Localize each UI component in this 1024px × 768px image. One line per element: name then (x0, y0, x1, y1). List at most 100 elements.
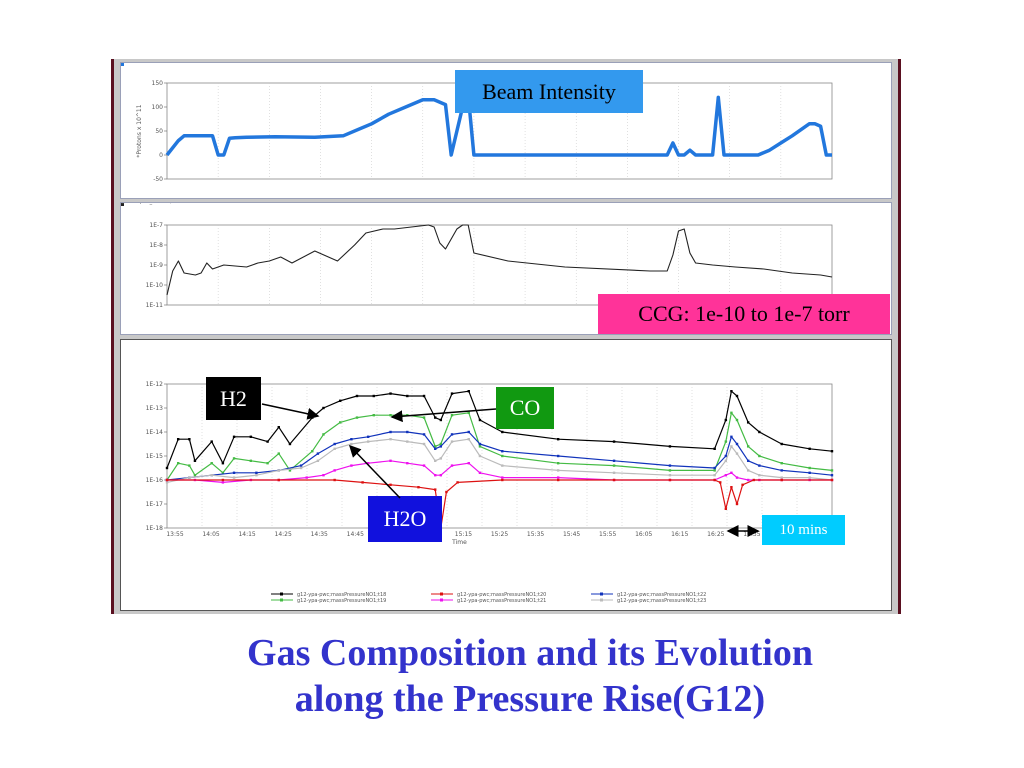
legend-marker (600, 592, 603, 596)
data-point (406, 430, 409, 434)
y-tick-label: 100 (152, 104, 164, 111)
data-point (434, 474, 437, 477)
legend-marker (280, 592, 283, 596)
data-point (355, 394, 359, 398)
data-point (221, 478, 225, 482)
data-point (724, 418, 728, 422)
data-point (735, 442, 739, 446)
data-point (713, 447, 716, 450)
data-point (724, 474, 728, 477)
data-point (713, 469, 716, 472)
data-point (808, 447, 811, 450)
data-point (746, 445, 750, 448)
data-point (249, 435, 253, 438)
x-tick-label: 15:15 (455, 531, 472, 538)
data-point (668, 474, 672, 477)
data-point (266, 462, 269, 465)
data-point (255, 474, 258, 477)
data-point (735, 452, 739, 455)
data-point (780, 469, 783, 472)
data-point (467, 438, 470, 441)
y-tick-label: 150 (152, 80, 164, 87)
y-axis-label: *Protons x 10^11 (136, 104, 143, 157)
data-point (277, 426, 280, 429)
data-point (372, 414, 375, 417)
data-point (612, 464, 616, 467)
data-point (724, 440, 728, 443)
data-point (758, 474, 761, 477)
data-point (746, 459, 750, 462)
data-point (232, 476, 236, 479)
data-point (165, 466, 169, 470)
data-point (339, 421, 342, 424)
y-tick-label: 0 (159, 152, 163, 159)
data-point (372, 394, 375, 398)
x-tick-label: 15:25 (491, 531, 508, 538)
data-point (808, 476, 811, 479)
data-point (501, 454, 504, 458)
data-point (501, 450, 504, 453)
data-point (311, 450, 314, 453)
data-point (350, 464, 353, 467)
data-point (249, 459, 253, 462)
data-point (210, 474, 213, 477)
data-point (316, 452, 320, 455)
x-tick-label: 16:25 (707, 531, 724, 538)
y-tick-label: 1E-12 (146, 381, 164, 388)
data-point (176, 462, 180, 465)
x-tick-label: 14:45 (347, 531, 364, 538)
data-point (188, 464, 191, 467)
y-tick-label: 1E-7 (149, 222, 163, 229)
data-point (780, 442, 783, 446)
data-point (339, 399, 342, 402)
y-tick-label: 1E-13 (146, 405, 164, 412)
time-scale-callout: 10 mins (762, 515, 845, 545)
data-point (305, 476, 308, 479)
legend-label: g12-ypa-pwc;massPressureNO1;t22 (617, 592, 706, 598)
data-point (612, 478, 616, 482)
data-point (780, 476, 783, 479)
data-point (724, 459, 728, 462)
x-tick-label: 15:35 (527, 531, 544, 538)
y-tick-label: 1E-15 (146, 453, 164, 460)
data-point (556, 462, 560, 465)
data-point (406, 462, 409, 465)
data-point (422, 416, 426, 419)
data-point (422, 394, 426, 398)
data-point (417, 486, 420, 489)
h2o-arrow (348, 444, 401, 499)
x-tick-label: 16:05 (635, 531, 652, 538)
data-point (439, 474, 443, 477)
data-point (422, 464, 426, 467)
x-tick-label: 14:05 (202, 531, 219, 538)
data-point (752, 478, 755, 482)
data-point (478, 471, 482, 474)
data-point (445, 490, 448, 494)
legend-marker (440, 592, 443, 596)
data-point (478, 418, 482, 422)
ccg-pressure-chart: 1E-7 1E-8 1E-9 1E-10 1E-11 g12-cc-pwc_wwEB0;t… (121, 203, 833, 309)
data-point (322, 433, 325, 436)
data-point (612, 471, 616, 474)
series-line-red (167, 479, 832, 529)
data-point (758, 430, 761, 434)
data-point (478, 454, 482, 458)
data-point (713, 478, 716, 482)
h2o-callout: H2O (368, 496, 442, 542)
data-point (232, 471, 236, 474)
data-point (556, 438, 560, 441)
data-point (389, 459, 392, 462)
data-point (333, 478, 336, 482)
data-point (730, 435, 733, 438)
legend-label: g12-ypa-pwc;massPressureNO1;t21 (457, 598, 546, 604)
data-point (406, 394, 409, 398)
data-point (333, 469, 336, 472)
data-point (735, 418, 739, 422)
x-tick-label: 14:35 (311, 531, 328, 538)
data-point (434, 488, 437, 491)
data-point (668, 464, 672, 467)
data-point (612, 459, 616, 462)
data-point (210, 462, 213, 465)
y-tick-label: 1E-11 (146, 302, 164, 309)
